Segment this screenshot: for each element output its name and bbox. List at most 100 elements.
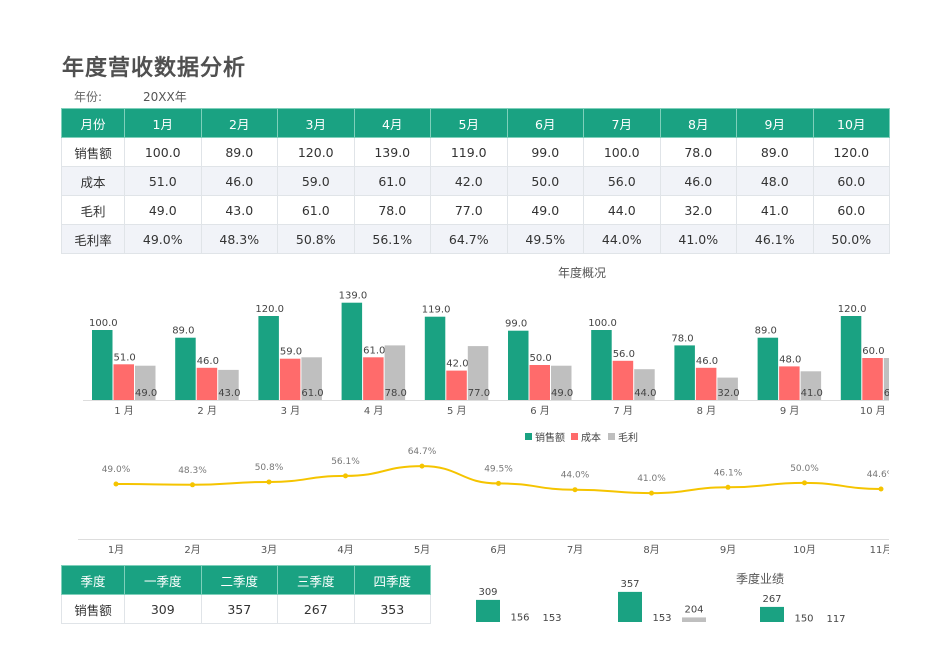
table-row: 毛利率 49.0% 48.3% 50.8% 56.1% 64.7% 49.5% 44.0% 41… — [61, 224, 890, 254]
table-cell: 139.0 — [353, 137, 431, 167]
bar-sales — [840, 316, 862, 400]
legend-label: 销售额 — [535, 431, 565, 444]
table-row: 毛利 49.0 43.0 61.0 78.0 77.0 49.0 44.0 32.0 41.0 60… — [61, 195, 890, 225]
data-label: 89.0 — [172, 326, 194, 337]
x-tick-label: 3月 — [261, 544, 277, 556]
data-label: 99.0 — [505, 319, 527, 330]
x-tick-label: 10 月 — [860, 405, 886, 417]
data-label: 153 — [542, 613, 561, 624]
bar-profit — [551, 365, 572, 400]
data-label: 156 — [510, 612, 529, 623]
data-label: 204 — [684, 604, 703, 615]
data-label: 120.0 — [255, 304, 284, 315]
table-cell: 49.5% — [506, 224, 584, 254]
data-label: 43.0 — [218, 388, 240, 399]
table-row: 成本 51.0 46.0 59.0 61.0 42.0 50.0 56.0 46.0 48.0 60… — [61, 166, 890, 196]
table-cell: 89.0 — [200, 137, 278, 167]
quarter-bar — [508, 625, 532, 651]
data-label: 60.0 — [862, 346, 884, 357]
data-label: 139.0 — [339, 291, 368, 302]
table-cell: 59.0 — [277, 166, 355, 196]
x-tick-label: 11月 — [870, 544, 893, 556]
header-cell: 1月 — [124, 108, 202, 138]
year-value: 20XX年 — [143, 90, 187, 104]
x-tick-label: 6 月 — [530, 405, 550, 417]
bar-cost — [363, 357, 384, 400]
data-label: 50.0 — [530, 353, 552, 364]
table-cell: 119.0 — [430, 137, 508, 167]
x-tick-label: 4 月 — [364, 405, 384, 417]
data-label: 48.3% — [178, 466, 207, 476]
data-label: 78.0 — [671, 333, 693, 344]
bar-sales — [757, 337, 779, 400]
x-tick-label: 9月 — [720, 544, 736, 556]
table-cell: 61.0 — [277, 195, 355, 225]
data-label: 44.0 — [634, 388, 656, 399]
bar-sales — [591, 330, 612, 400]
line-point — [496, 480, 501, 486]
table-cell: 46.0 — [659, 166, 737, 196]
bar-profit — [384, 345, 406, 400]
x-tick-label: 3 月 — [281, 405, 301, 417]
data-label: 51.0 — [114, 352, 136, 363]
line-point — [725, 484, 731, 490]
data-label: 100.0 — [588, 318, 617, 329]
table-cell: 120.0 — [277, 137, 355, 167]
data-label: 309 — [478, 587, 497, 598]
bar-sales — [341, 302, 363, 400]
table-cell: 78.0 — [353, 195, 431, 225]
bar-cost — [279, 358, 301, 400]
quarter-bar — [682, 617, 706, 622]
x-tick-label: 10月 — [793, 544, 816, 556]
data-label: 49.0 — [135, 388, 157, 399]
legend-swatch — [608, 433, 615, 440]
row-label: 成本 — [61, 166, 125, 196]
line-point — [649, 490, 654, 496]
table-cell: 56.1% — [353, 224, 431, 254]
bar-sales — [508, 330, 529, 400]
data-label: 49.0% — [102, 465, 131, 475]
bar-profit — [634, 369, 655, 400]
bar-sales — [674, 345, 695, 400]
row-label: 销售额 — [61, 594, 125, 624]
data-label: 56.1% — [331, 457, 360, 467]
bar-cost — [196, 367, 218, 400]
table-cell: 61.0 — [353, 166, 431, 196]
data-label: 89.0 — [755, 326, 777, 337]
legend-label: 毛利 — [618, 432, 638, 444]
header-cell: 5月 — [430, 108, 508, 138]
quarter-bar — [540, 626, 564, 652]
x-tick-label: 7 月 — [613, 405, 633, 417]
monthly-table: 月份 1月 2月 3月 4月 5月 6月 7月 8月 9月 10月 销售额 100.0 89.0 120.0… — [61, 108, 890, 254]
data-label: 50.8% — [255, 463, 284, 473]
quarter-bar — [760, 606, 784, 622]
table-cell: 32.0 — [659, 195, 737, 225]
header-cell: 三季度 — [277, 565, 355, 595]
header-cell: 一季度 — [124, 565, 202, 595]
line-point — [572, 487, 578, 493]
bar-cost — [612, 360, 634, 400]
bar-profit — [218, 369, 239, 400]
table-cell: 49.0 — [124, 195, 202, 225]
data-label: 49.0 — [551, 388, 573, 399]
data-label: 64.7% — [408, 447, 437, 457]
bar-cost — [779, 366, 800, 400]
header-cell: 10月 — [812, 108, 890, 138]
x-tick-label: 8 月 — [697, 405, 717, 417]
page-title: 年度营收数据分析 — [62, 56, 247, 81]
table-cell: 60.0 — [812, 195, 890, 225]
quarter-bar — [792, 626, 816, 651]
table-cell: 49.0% — [124, 224, 202, 254]
bar-cost — [862, 358, 883, 400]
header-cell: 8月 — [659, 108, 737, 138]
bar-profit — [883, 358, 889, 400]
x-tick-label: 7月 — [567, 544, 583, 556]
data-label: 61.0 — [301, 388, 323, 399]
data-label: 78.0 — [385, 388, 407, 399]
table-cell: 100.0 — [583, 137, 661, 167]
table-cell: 50.0 — [506, 166, 584, 196]
x-tick-label: 4月 — [337, 544, 353, 556]
table-row: 销售额 309 357 267 353 — [61, 594, 431, 624]
table-cell: 41.0% — [659, 224, 737, 254]
